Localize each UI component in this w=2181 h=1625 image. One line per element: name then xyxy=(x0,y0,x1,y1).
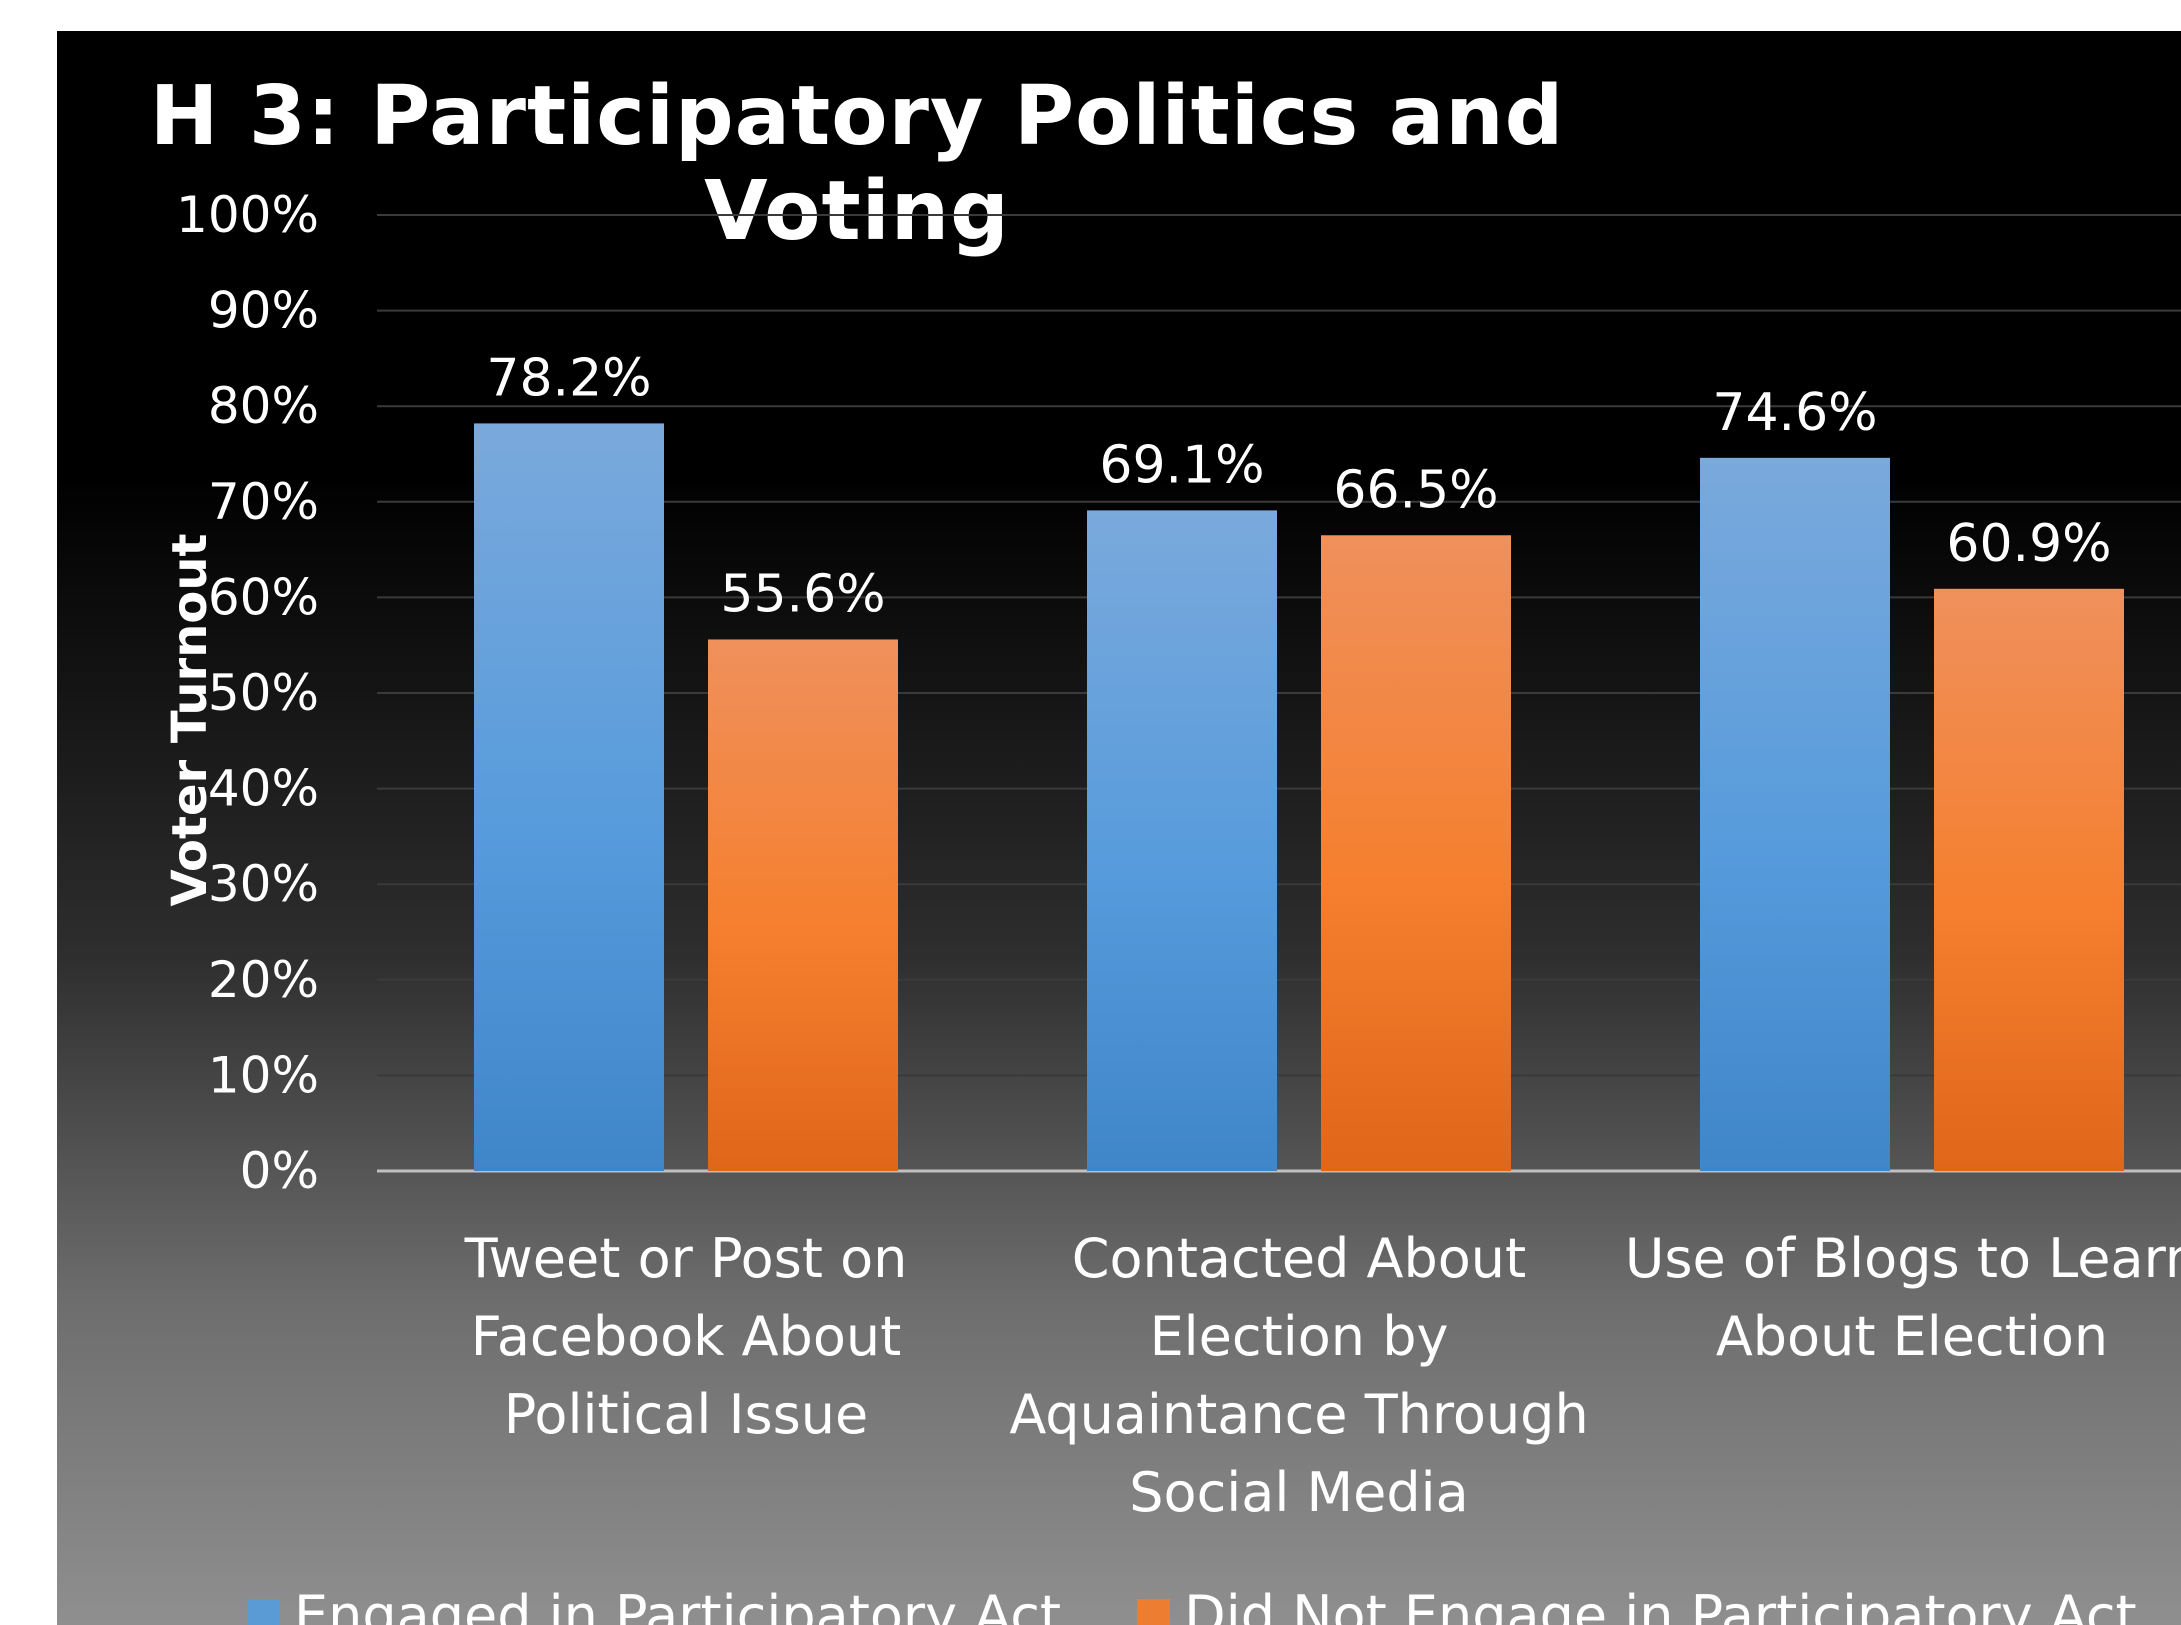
legend-swatch xyxy=(247,1599,280,1625)
category-label-line: Tweet or Post on xyxy=(464,1227,908,1290)
y-tick-label: 100% xyxy=(176,186,319,244)
y-tick-label: 60% xyxy=(208,568,319,626)
legend-label: Engaged in Participatory Act xyxy=(294,1584,1062,1625)
y-tick-label: 80% xyxy=(208,377,319,435)
bar-not-engaged-3 xyxy=(1934,588,2124,1171)
data-label: 55.6% xyxy=(720,564,885,624)
y-tick-label: 20% xyxy=(208,951,319,1009)
y-tick-label: 90% xyxy=(208,282,319,340)
category-label-line: Election by xyxy=(1149,1305,1449,1368)
data-label: 66.5% xyxy=(1333,460,1498,520)
data-label: 60.9% xyxy=(1946,514,2111,574)
y-tick-label: 0% xyxy=(240,1142,319,1200)
category-label-line: Social Media xyxy=(1129,1461,1469,1524)
bar-engaged-2 xyxy=(1087,510,1277,1171)
bar-not-engaged-1 xyxy=(708,639,898,1171)
data-label: 69.1% xyxy=(1099,435,1264,495)
y-tick-label: 30% xyxy=(208,855,319,913)
y-tick-label: 50% xyxy=(208,664,319,722)
legend: Engaged in Participatory Act Did Not Enga… xyxy=(247,1584,2181,1625)
bar-engaged-3 xyxy=(1700,457,1890,1172)
category-label-line: About Election xyxy=(1715,1305,2109,1368)
legend-label: Did Not Engage in Participatory Act xyxy=(1184,1584,2137,1625)
category-label-3: Use of Blogs to Learn About Election xyxy=(1612,1220,2181,1376)
category-label-2: Contacted About Election by Aquaintance Th… xyxy=(999,1220,1599,1532)
category-label-1: Tweet or Post on Facebook About Political … xyxy=(386,1220,986,1454)
y-tick-label: 40% xyxy=(208,760,319,818)
legend-swatch xyxy=(1137,1599,1171,1625)
bar-not-engaged-2 xyxy=(1321,535,1511,1171)
bar-engaged-1 xyxy=(474,423,664,1172)
category-label-line: Political Issue xyxy=(503,1383,869,1446)
chart-title: H 3: Participatory Politics and Voting xyxy=(149,69,1565,259)
category-label-line: Contacted About xyxy=(1071,1227,1527,1290)
legend-item-engaged: Engaged in Participatory Act xyxy=(247,1584,1061,1625)
data-label: 74.6% xyxy=(1712,383,1877,443)
y-tick-label: 10% xyxy=(208,1046,319,1104)
category-label-line: Facebook About xyxy=(470,1305,902,1368)
data-label: 78.2% xyxy=(486,348,651,408)
legend-item-not-engaged: Did Not Engage in Participatory Act xyxy=(1137,1584,2137,1625)
plot-area: 0% 10% 20% 30% 40% 50% 60% 70% 80% 90% 100% 78.2% 5… xyxy=(176,186,2181,1200)
category-label-line: Aquaintance Through xyxy=(1009,1383,1589,1446)
y-tick-label: 70% xyxy=(208,473,319,531)
category-label-line: Use of Blogs to Learn xyxy=(1624,1227,2181,1290)
chart-panel: H 3: Participatory Politics and Voting V… xyxy=(57,31,2181,1625)
